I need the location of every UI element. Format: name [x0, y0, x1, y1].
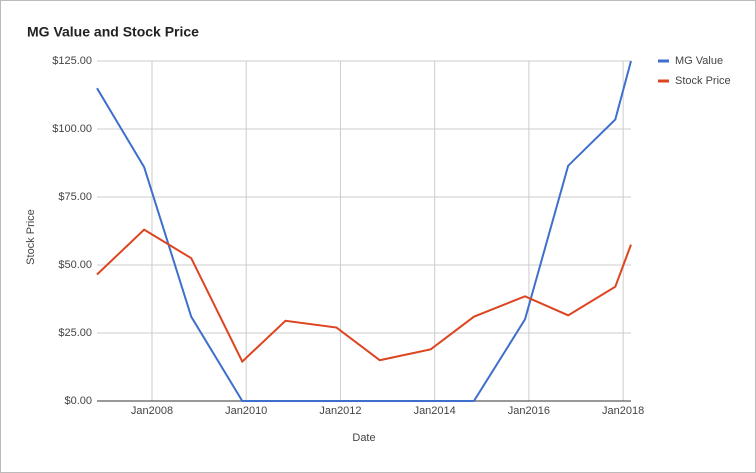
x-tick-label: Jan2016 [508, 405, 550, 417]
y-tick-label: $100.00 [52, 123, 92, 135]
x-axis-title: Date [352, 432, 375, 444]
legend-label: Stock Price [675, 75, 731, 87]
legend-label: MG Value [675, 55, 723, 67]
chart-title: MG Value and Stock Price [27, 24, 199, 40]
y-tick-label: $0.00 [64, 395, 92, 407]
x-tick-label: Jan2018 [602, 405, 644, 417]
series-line [96, 60, 632, 402]
series-line [96, 228, 632, 364]
y-axis-title: Stock Price [25, 209, 37, 265]
y-tick-label: $125.00 [52, 55, 92, 67]
y-tick-label: $75.00 [58, 191, 92, 203]
x-tick-label: Jan2008 [131, 405, 173, 417]
x-tick-label: Jan2014 [414, 405, 456, 417]
y-tick-label: $25.00 [58, 327, 92, 339]
y-tick-label: $50.00 [58, 259, 92, 271]
x-tick-label: Jan2010 [225, 405, 267, 417]
x-tick-label: Jan2012 [319, 405, 361, 417]
